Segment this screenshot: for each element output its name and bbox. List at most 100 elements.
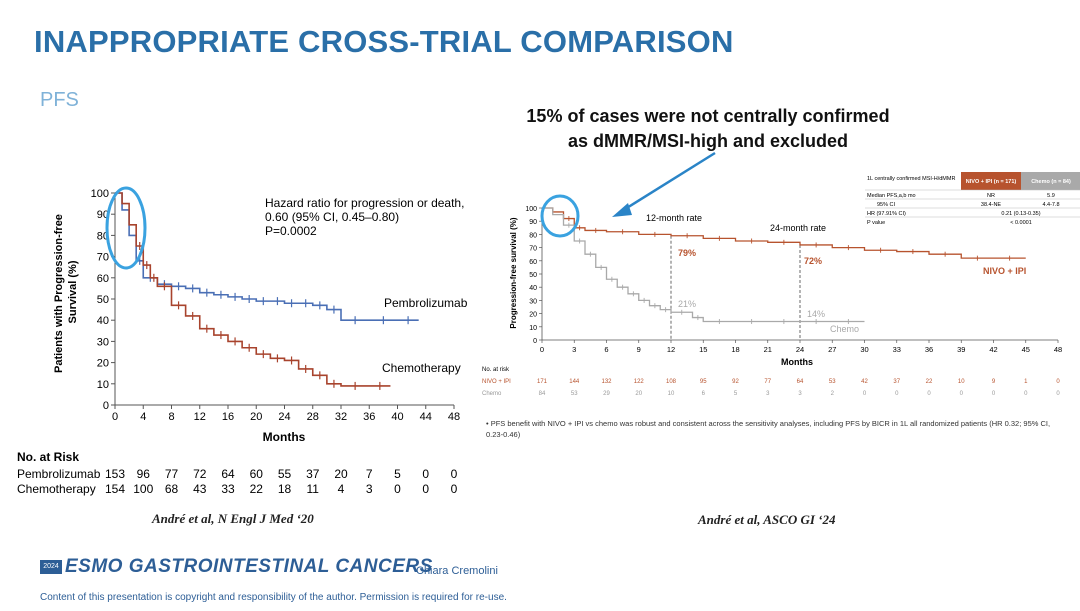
right-risk-cell: 0 — [895, 391, 899, 397]
right-risk-cell: 84 — [539, 391, 546, 397]
right-x-axis-label: Months — [781, 357, 813, 367]
bullet-dot: • — [486, 419, 491, 428]
right-risk-cell: 5 — [734, 391, 738, 397]
left-risk-cell: 64 — [221, 467, 235, 481]
right-y-tick-label: 30 — [529, 298, 537, 305]
left-risk-cell: 0 — [451, 482, 458, 496]
right-risk-cell: 77 — [764, 379, 771, 385]
right-y-tick-label: 50 — [529, 272, 537, 279]
left-risk-cell: 68 — [165, 482, 179, 496]
right-risk-cell: 37 — [893, 379, 900, 385]
summary-header-nivo: NIVO + IPI (n = 171) — [966, 179, 1017, 185]
summary-cell: 4.4-7.8 — [1042, 202, 1059, 208]
right-x-tick-label: 42 — [989, 345, 997, 354]
left-risk-cell: 0 — [422, 482, 429, 496]
left-risk-cell: 20 — [334, 467, 348, 481]
left-x-tick-label: 20 — [250, 411, 262, 423]
left-risk-cell: 3 — [366, 482, 373, 496]
right-y-tick-label: 0 — [533, 338, 537, 345]
left-hr-annotation: Hazard ratio for progression or death, 0… — [265, 196, 468, 238]
right-risk-cell: 132 — [601, 379, 612, 385]
left-hr-line1: Hazard ratio for progression or death, — [265, 196, 464, 210]
left-risk-cell: 4 — [338, 482, 345, 496]
left-risk-cell: 18 — [278, 482, 292, 496]
slide-title: INAPPROPRIATE CROSS-TRIAL COMPARISON — [34, 24, 734, 59]
left-y-tick-label: 20 — [97, 358, 109, 370]
right-risk-cell: 0 — [1056, 391, 1060, 397]
right-y-tick-label: 10 — [529, 325, 537, 332]
left-x-tick-label: 28 — [307, 411, 319, 423]
left-x-tick-label: 0 — [112, 411, 118, 423]
left-risk-cell: 43 — [193, 482, 207, 496]
right-risk-cell: 10 — [958, 379, 965, 385]
right-risk-cell: 108 — [666, 379, 677, 385]
left-risk-cell: 7 — [366, 467, 373, 481]
right-early-highlight-ellipse — [540, 194, 580, 238]
right-x-tick-label: 21 — [764, 345, 772, 354]
right-y-tick-label: 60 — [529, 259, 537, 266]
right-risk-cell: 0 — [960, 391, 964, 397]
left-x-tick-label: 40 — [391, 411, 403, 423]
right-risk-cell: 3 — [766, 391, 770, 397]
right-x-tick-label: 15 — [699, 345, 707, 354]
right-risk-cell: 0 — [1024, 391, 1028, 397]
annotation-chemo-12m: 21% — [678, 299, 696, 309]
left-risk-cell: 72 — [193, 467, 207, 481]
left-risk-cell: 96 — [137, 467, 151, 481]
left-y-label-line1: Patients with Progression-free — [53, 214, 65, 373]
summary-row-label: HR (97.91% CI) — [867, 211, 906, 217]
annotation-nivo-12m: 79% — [678, 248, 696, 258]
right-y-tick-label: 90 — [529, 219, 537, 226]
right-x-tick-label: 9 — [637, 345, 641, 354]
summary-header-chemo: Chemo (n = 84) — [1031, 179, 1071, 185]
citation-left: André et al, N Engl J Med ‘20 — [152, 511, 314, 526]
right-y-tick-label: 40 — [529, 285, 537, 292]
annotation-chemo-24m: 14% — [807, 309, 825, 319]
right-x-tick-label: 12 — [667, 345, 675, 354]
right-risk-cell: 0 — [1056, 379, 1060, 385]
right-x-tick-label: 6 — [604, 345, 608, 354]
legend-nivo-ipi: NIVO + IPI — [983, 266, 1026, 276]
right-risk-cell: 53 — [571, 391, 578, 397]
right-x-tick-label: 30 — [860, 345, 868, 354]
right-risk-cell: 122 — [634, 379, 645, 385]
right-risk-cell: 6 — [702, 391, 706, 397]
left-y-tick-label: 40 — [97, 315, 109, 327]
left-y-tick-label: 60 — [97, 273, 109, 285]
left-y-tick-label: 10 — [97, 379, 109, 391]
right-series — [542, 207, 1026, 325]
left-y-tick-label: 30 — [97, 336, 109, 348]
right-risk-cell: 64 — [797, 379, 804, 385]
summary-header-label: 1L centrally confirmed MSI-H/dMMR — [867, 176, 955, 182]
pointer-arrow — [612, 151, 716, 217]
left-risk-cell: 153 — [105, 467, 125, 481]
summary-cell: < 0.0001 — [1010, 220, 1032, 226]
right-risk-cell: 144 — [569, 379, 580, 385]
footer-author: Chiara Cremolini — [416, 565, 498, 577]
right-y-axis-label: Progression-free survival (%) — [509, 217, 518, 328]
exclusion-note: 15% of cases were not centrally confirme… — [448, 104, 968, 154]
right-x-tick-label: 0 — [540, 345, 544, 354]
right-x-tick-label: 33 — [893, 345, 901, 354]
right-risk-cell: 22 — [926, 379, 933, 385]
left-risk-cell: 0 — [422, 467, 429, 481]
left-x-tick-label: 36 — [363, 411, 375, 423]
right-risk-cell: 95 — [700, 379, 707, 385]
left-series-line-chemotherapy — [115, 192, 391, 387]
left-risk-cell: 11 — [307, 482, 320, 496]
slide-subtitle: PFS — [40, 89, 79, 111]
right-risk-cell: 20 — [635, 391, 642, 397]
right-x-tick-label: 18 — [731, 345, 739, 354]
right-y-tick-label: 100 — [525, 206, 537, 213]
right-y-tick-label: 80 — [529, 232, 537, 239]
bullet-text: PFS benefit with NIVO + IPI vs chemo was… — [486, 419, 1051, 439]
summary-cell: 38.4-NE — [981, 202, 1002, 208]
right-risk-cell: 29 — [603, 391, 610, 397]
exclusion-note-line2: as dMMR/MSI-high and excluded — [567, 131, 849, 151]
summary-header-chemo-bg — [1021, 172, 1080, 190]
left-x-tick-label: 32 — [335, 411, 347, 423]
left-y-tick-label: 90 — [97, 209, 109, 221]
